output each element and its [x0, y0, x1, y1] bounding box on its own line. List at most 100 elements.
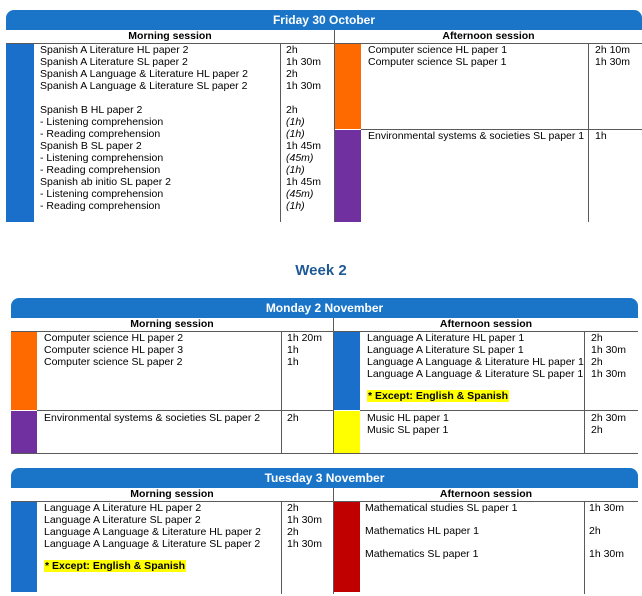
- subject: Environmental systems & societies SL pap…: [44, 412, 261, 424]
- duration: 1h 45m: [286, 176, 322, 188]
- subject-list: Language A Literature HL paper 2 Languag…: [44, 502, 261, 572]
- subject: Language A Language & Literature HL pape…: [44, 526, 261, 538]
- duration-list: 1h: [595, 130, 607, 142]
- subject-list: Environmental systems & societies SL pap…: [368, 130, 584, 142]
- subject: Computer science SL paper 1: [368, 56, 507, 68]
- duration: 2h 10m: [595, 44, 631, 56]
- duration-list: 2h 1h 30m 2h 1h 30m 2h (1h) (1h) 1h 45m …: [286, 44, 321, 212]
- duration: 1h 30m: [286, 80, 322, 92]
- subject: Mathematics SL paper 1: [365, 548, 479, 560]
- subject: Spanish B HL paper 2: [40, 104, 143, 116]
- subject-color-bar-yellow: [334, 411, 360, 453]
- duration: 2h: [286, 104, 298, 116]
- duration: (45m): [286, 152, 314, 164]
- subject: Mathematical studies SL paper 1: [365, 502, 518, 514]
- subject: Spanish B SL paper 2: [40, 140, 142, 152]
- duration: 2h: [591, 332, 603, 344]
- duration: (45m): [286, 188, 314, 200]
- week-heading: Week 2: [295, 262, 347, 279]
- subject: Computer science SL paper 2: [44, 356, 183, 368]
- subject: Language A Literature HL paper 2: [44, 502, 202, 514]
- subject: Spanish ab initio SL paper 2: [40, 176, 171, 188]
- duration: (1h): [286, 116, 305, 128]
- subject-list: Mathematical studies SL paper 1 Mathemat…: [365, 502, 518, 560]
- subject: Environmental systems & societies SL pap…: [368, 130, 585, 142]
- subject: Language A Literature SL paper 1: [367, 344, 524, 356]
- monday-schedule: Monday 2 November Morning session Aftern…: [11, 298, 638, 455]
- subject: Spanish A Language & Literature HL paper…: [40, 68, 249, 80]
- duration: 2h: [287, 526, 299, 538]
- duration-list: 2h 10m 1h 30m: [595, 44, 630, 68]
- subject: Spanish A Literature HL paper 2: [40, 44, 189, 56]
- subject-list: Language A Literature HL paper 1 Languag…: [367, 332, 584, 402]
- duration: (1h): [286, 128, 305, 140]
- subject: Computer science HL paper 2: [44, 332, 184, 344]
- subject: Language A Literature SL paper 2: [44, 514, 201, 526]
- subject-list: Spanish A Literature HL paper 2 Spanish …: [40, 44, 248, 212]
- duration: 2h: [591, 424, 603, 436]
- duration: 1h 30m: [287, 538, 323, 550]
- subject-list: Computer science HL paper 1 Computer sci…: [368, 44, 507, 68]
- morning-session-label: Morning session: [11, 488, 334, 502]
- subject: Computer science HL paper 3: [44, 344, 184, 356]
- duration: 2h: [286, 44, 298, 56]
- subject-list: Computer science HL paper 2 Computer sci…: [44, 332, 183, 368]
- exception-note: * Except: English & Spanish: [44, 560, 187, 572]
- subject-color-bar-blue: [334, 332, 360, 410]
- duration-list: 2h 1h 30m 2h 1h 30m: [591, 332, 626, 380]
- tuesday-schedule: Tuesday 3 November Morning session After…: [11, 468, 638, 594]
- subject: Language A Language & Literature HL pape…: [367, 356, 584, 368]
- exception-note: * Except: English & Spanish: [367, 390, 510, 402]
- duration: (1h): [286, 164, 305, 176]
- subject: - Reading comprehension: [40, 164, 161, 176]
- subject: Spanish A Language & Literature SL paper…: [40, 80, 248, 92]
- subject-color-bar-orange: [335, 44, 361, 129]
- afternoon-session-label: Afternoon session: [335, 30, 642, 44]
- day-header-monday: Monday 2 November: [11, 298, 638, 318]
- duration: 2h: [286, 68, 298, 80]
- subject: Music HL paper 1: [367, 412, 449, 424]
- subject: Language A Language & Literature SL pape…: [44, 538, 261, 550]
- morning-session-label: Morning session: [6, 30, 335, 44]
- day-header-tuesday: Tuesday 3 November: [11, 468, 638, 488]
- duration-list: 2h 30m 2h: [591, 412, 626, 436]
- subject: - Listening comprehension: [40, 152, 164, 164]
- duration: 1h 20m: [287, 332, 323, 344]
- duration-list: 2h 1h 30m 2h 1h 30m: [287, 502, 322, 550]
- subject-color-bar-blue: [6, 44, 34, 222]
- morning-session-label: Morning session: [11, 318, 334, 332]
- subject-color-bar-purple: [335, 130, 361, 222]
- duration: 1h 30m: [589, 548, 625, 560]
- subject: - Listening comprehension: [40, 116, 164, 128]
- afternoon-session-label: Afternoon session: [334, 488, 638, 502]
- duration: 2h 30m: [591, 412, 627, 424]
- duration-list: 1h 30m 2h 1h 30m: [589, 502, 624, 560]
- subject: Language A Language & Literature SL pape…: [367, 368, 584, 380]
- duration: 1h 30m: [589, 502, 625, 514]
- subject-color-bar-red: [334, 502, 360, 592]
- subject: Language A Literature HL paper 1: [367, 332, 525, 344]
- duration: 1h: [287, 356, 299, 368]
- subject-color-bar-purple: [11, 411, 37, 453]
- duration: 1h 30m: [591, 344, 627, 356]
- duration: 1h: [595, 130, 607, 142]
- duration: 2h: [287, 502, 299, 514]
- subject: Computer science HL paper 1: [368, 44, 508, 56]
- duration: 2h: [589, 525, 601, 537]
- duration: 1h: [287, 344, 299, 356]
- subject: Mathematics HL paper 1: [365, 525, 479, 537]
- subject-list: Environmental systems & societies SL pap…: [44, 412, 260, 424]
- duration: 1h 30m: [287, 514, 323, 526]
- day-header-friday: Friday 30 October: [6, 10, 642, 30]
- subject: - Listening comprehension: [40, 188, 164, 200]
- subject-list: Music HL paper 1 Music SL paper 1: [367, 412, 449, 436]
- duration-list: 2h: [287, 412, 299, 424]
- subject-color-bar-orange: [11, 332, 37, 410]
- subject-color-bar-blue: [11, 502, 37, 592]
- duration: 2h: [591, 356, 603, 368]
- duration: 2h: [287, 412, 299, 424]
- duration: 1h 30m: [595, 56, 631, 68]
- subject: Music SL paper 1: [367, 424, 449, 436]
- duration: 1h 30m: [286, 56, 322, 68]
- subject: - Reading comprehension: [40, 200, 161, 212]
